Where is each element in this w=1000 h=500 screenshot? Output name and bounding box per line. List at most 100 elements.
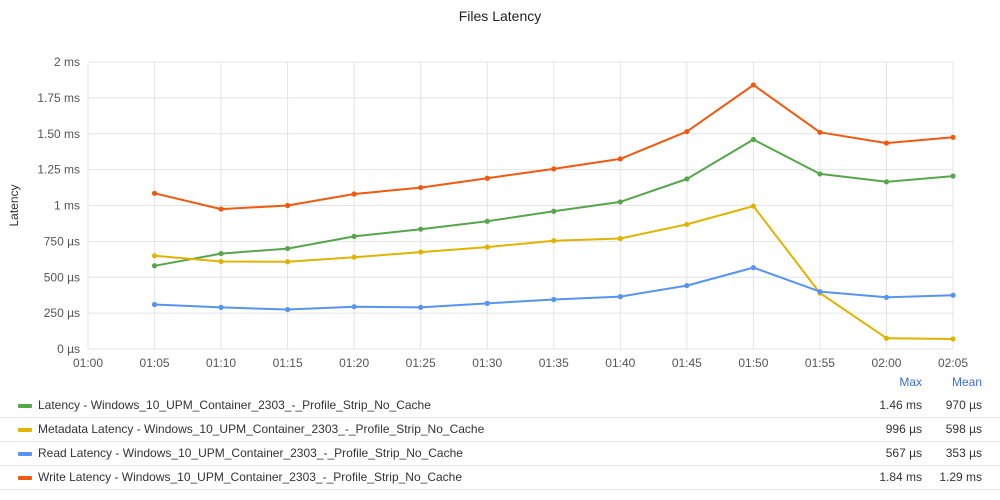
y-tick-label: 1.25 ms: [37, 163, 80, 177]
x-tick-label: 01:50: [738, 356, 768, 370]
legend-swatch: [18, 476, 32, 480]
legend-swatch: [18, 404, 32, 408]
x-tick-label: 01:35: [539, 356, 569, 370]
data-point[interactable]: [418, 304, 424, 310]
y-axis: 0 µs 250 µs 500 µs 750 µs 1 ms 1.25 ms 1.50 ms…: [37, 55, 80, 356]
grid: [87, 61, 954, 350]
data-point[interactable]: [750, 265, 756, 271]
x-tick-label: 01:45: [672, 356, 702, 370]
data-point[interactable]: [484, 218, 490, 224]
data-point[interactable]: [750, 82, 756, 88]
legend-mean-value: 353 µs: [945, 446, 982, 460]
data-point[interactable]: [285, 259, 291, 265]
data-point[interactable]: [883, 294, 890, 300]
legend-mean-value: 1.29 ms: [939, 470, 982, 484]
legend-series-name: Metadata Latency - Windows_10_UPM_Contai…: [38, 422, 485, 436]
x-tick-label: 01:55: [805, 356, 835, 370]
x-tick-label: 01:05: [140, 356, 170, 370]
y-tick-label: 500 µs: [44, 270, 80, 284]
data-point[interactable]: [750, 203, 756, 209]
data-point[interactable]: [551, 208, 557, 214]
data-point[interactable]: [950, 173, 956, 179]
x-tick-label: 01:20: [339, 356, 369, 370]
x-tick-label: 01:00: [73, 356, 103, 370]
data-point[interactable]: [218, 206, 224, 212]
data-point[interactable]: [351, 304, 357, 310]
data-point[interactable]: [883, 335, 890, 341]
legend-max-value: 1.46 ms: [879, 398, 922, 412]
y-tick-label: 2 ms: [54, 55, 80, 69]
data-point[interactable]: [285, 202, 291, 209]
data-point[interactable]: [484, 244, 490, 250]
y-tick-label: 1 ms: [54, 199, 80, 213]
legend-mean-header[interactable]: Mean: [951, 375, 982, 389]
y-tick-label: 1.75 ms: [37, 91, 80, 105]
y-axis-label: Latency: [7, 184, 21, 226]
legend: Max Mean Latency - Windows_10_UPM_Contai…: [0, 372, 1000, 490]
y-tick-label: 250 µs: [44, 306, 80, 320]
legend-max-value: 1.84 ms: [879, 470, 922, 484]
legend-swatch: [18, 428, 32, 432]
data-point[interactable]: [883, 179, 890, 185]
data-point[interactable]: [418, 226, 424, 232]
data-point[interactable]: [617, 199, 623, 205]
data-point[interactable]: [418, 184, 424, 191]
data-point[interactable]: [684, 176, 690, 182]
legend-header: Max Mean: [0, 372, 1000, 394]
data-point[interactable]: [484, 175, 490, 181]
data-point[interactable]: [817, 289, 823, 295]
y-tick-label: 0 µs: [57, 342, 80, 356]
legend-swatch: [18, 452, 32, 456]
legend-series-name: Write Latency - Windows_10_UPM_Container…: [38, 470, 463, 484]
data-point[interactable]: [218, 304, 224, 310]
data-point[interactable]: [950, 336, 956, 342]
data-point[interactable]: [151, 301, 158, 308]
legend-item[interactable]: Metadata Latency - Windows_10_UPM_Contai…: [0, 418, 1000, 442]
data-point[interactable]: [750, 136, 756, 143]
x-tick-label: 02:05: [938, 356, 968, 370]
legend-item[interactable]: Latency - Windows_10_UPM_Container_2303_…: [0, 394, 1000, 418]
data-point[interactable]: [151, 253, 158, 259]
data-point[interactable]: [151, 190, 158, 196]
x-tick-label: 01:30: [472, 356, 502, 370]
chart-title: Files Latency: [458, 8, 542, 24]
data-point[interactable]: [883, 140, 890, 146]
data-point[interactable]: [684, 282, 690, 289]
series-lines: [151, 82, 956, 342]
data-point[interactable]: [551, 166, 557, 172]
data-point[interactable]: [351, 254, 357, 260]
legend-mean-value: 598 µs: [945, 422, 982, 436]
data-point[interactable]: [551, 238, 557, 244]
legend-max-value: 567 µs: [885, 446, 922, 460]
line-chart: 0 µs 250 µs 500 µs 750 µs 1 ms 1.25 ms 1.50 ms…: [7, 55, 968, 370]
data-point[interactable]: [285, 306, 291, 313]
data-point[interactable]: [617, 294, 623, 300]
data-point[interactable]: [950, 292, 956, 298]
legend-max-value: 996 µs: [885, 422, 922, 436]
legend-series-name: Latency - Windows_10_UPM_Container_2303_…: [38, 398, 431, 412]
legend-item[interactable]: Read Latency - Windows_10_UPM_Container_…: [0, 442, 1000, 466]
data-point[interactable]: [351, 191, 357, 197]
legend-max-header[interactable]: Max: [899, 375, 922, 389]
data-point[interactable]: [418, 249, 424, 255]
x-tick-label: 02:00: [871, 356, 901, 370]
x-axis: 01:00 01:05 01:10 01:15 01:20 01:25 01:30 01:35…: [73, 356, 968, 370]
data-point[interactable]: [151, 263, 158, 269]
legend-mean-value: 970 µs: [945, 398, 982, 412]
data-point[interactable]: [551, 296, 557, 303]
legend-series-name: Read Latency - Windows_10_UPM_Container_…: [38, 446, 463, 460]
data-point[interactable]: [617, 235, 623, 242]
data-point[interactable]: [817, 129, 823, 135]
data-point[interactable]: [484, 300, 490, 306]
data-point[interactable]: [817, 171, 823, 177]
data-point[interactable]: [950, 134, 956, 140]
data-point[interactable]: [351, 233, 357, 239]
data-point[interactable]: [684, 221, 690, 228]
y-tick-label: 1.50 ms: [37, 127, 80, 141]
data-point[interactable]: [218, 250, 224, 257]
data-point[interactable]: [218, 258, 224, 265]
data-point[interactable]: [684, 128, 690, 135]
data-point[interactable]: [285, 245, 291, 252]
legend-item[interactable]: Write Latency - Windows_10_UPM_Container…: [0, 466, 1000, 490]
data-point[interactable]: [617, 156, 623, 162]
